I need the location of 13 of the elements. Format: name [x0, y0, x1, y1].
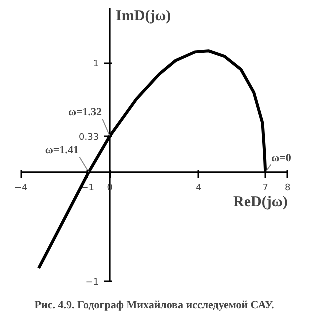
x-tick-label: −4	[14, 183, 28, 194]
x-tick-label: 7	[262, 183, 268, 194]
y-tick-label: 1	[93, 60, 100, 70]
annotation: ω=1.32	[68, 106, 103, 118]
y-tick-label: −1	[86, 278, 100, 288]
text: Рис. 4.9. Годограф Михайлова исследуемой САУ.	[34, 300, 274, 312]
annotation: ω=1.41	[45, 144, 79, 156]
x-axis-title: ReD(jω)	[234, 194, 288, 210]
annotation: ω=0	[272, 152, 292, 164]
y-axis-title: ImD(jω)	[116, 8, 172, 24]
x-tick-label: 4	[196, 183, 202, 194]
y-tick-label: 0.33	[79, 132, 100, 143]
x-tick-label: 8	[284, 183, 291, 194]
